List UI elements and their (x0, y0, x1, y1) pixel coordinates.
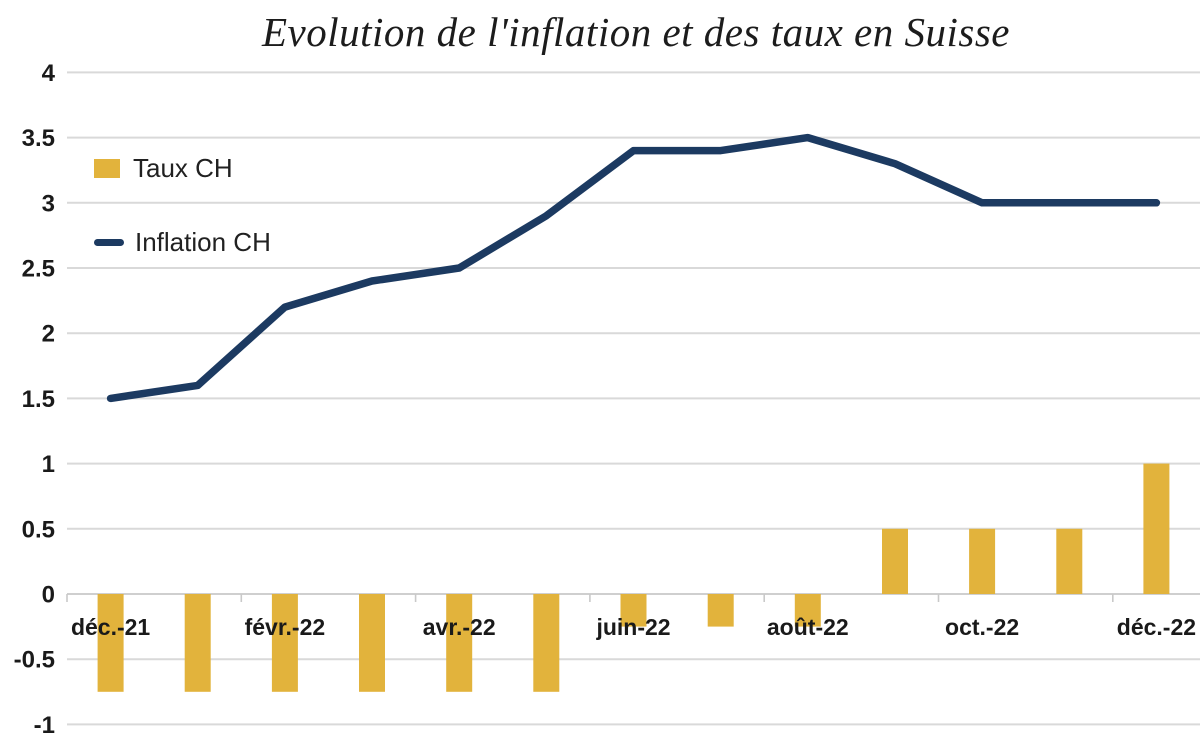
y-tick-label: 2.5 (22, 256, 55, 283)
inflation-ch-line (106, 133, 1161, 403)
taux-ch-bar (1056, 528, 1083, 594)
taux-ch-bar (620, 594, 647, 627)
taux-ch-swatch-icon (94, 158, 120, 178)
y-tick-label: -1 (34, 712, 55, 739)
x-tick-label: déc.-21 (71, 614, 150, 640)
y-tick-label: 4 (42, 60, 56, 87)
x-tick-label: févr.-22 (245, 614, 326, 640)
y-tick-label: 3 (42, 190, 55, 217)
legend: Taux CH Inflation CH (94, 152, 271, 258)
y-tick-label: 2 (42, 321, 55, 348)
y-tick-label: 0.5 (22, 516, 55, 543)
x-tick-label: avr.-22 (423, 614, 496, 640)
y-tick-label: 1.5 (22, 386, 55, 413)
taux-ch-bar (882, 528, 908, 594)
x-tick-label: oct.-22 (945, 614, 1019, 640)
taux-ch-bar (184, 594, 211, 692)
legend-item-inflation: Inflation CH (94, 226, 271, 258)
y-tick-label: 1 (42, 451, 55, 478)
legend-label-taux: Taux CH (133, 152, 233, 183)
x-tick-label: juin-22 (595, 614, 670, 640)
y-tick-label: 3.5 (22, 125, 55, 152)
taux-ch-bar (97, 594, 124, 692)
taux-ch-bar (271, 594, 298, 692)
x-tick-label: déc.-22 (1117, 614, 1196, 640)
taux-ch-bar (794, 594, 821, 627)
taux-ch-bar (1143, 463, 1170, 594)
taux-ch-bar (707, 594, 734, 627)
taux-ch-bar (533, 594, 560, 692)
x-tick-label: août-22 (767, 614, 849, 640)
chart-title: Evolution de l'inflation et des taux en … (261, 9, 1010, 55)
taux-ch-bar (359, 594, 385, 692)
legend-item-taux: Taux CH (94, 152, 271, 184)
y-tick-label: -0.5 (14, 647, 55, 674)
taux-ch-bar (969, 528, 996, 594)
legend-label-inflation: Inflation CH (135, 226, 271, 257)
y-tick-label: 0 (42, 582, 55, 609)
taux-ch-bar (446, 594, 473, 692)
inflation-ch-swatch-icon (94, 238, 124, 246)
